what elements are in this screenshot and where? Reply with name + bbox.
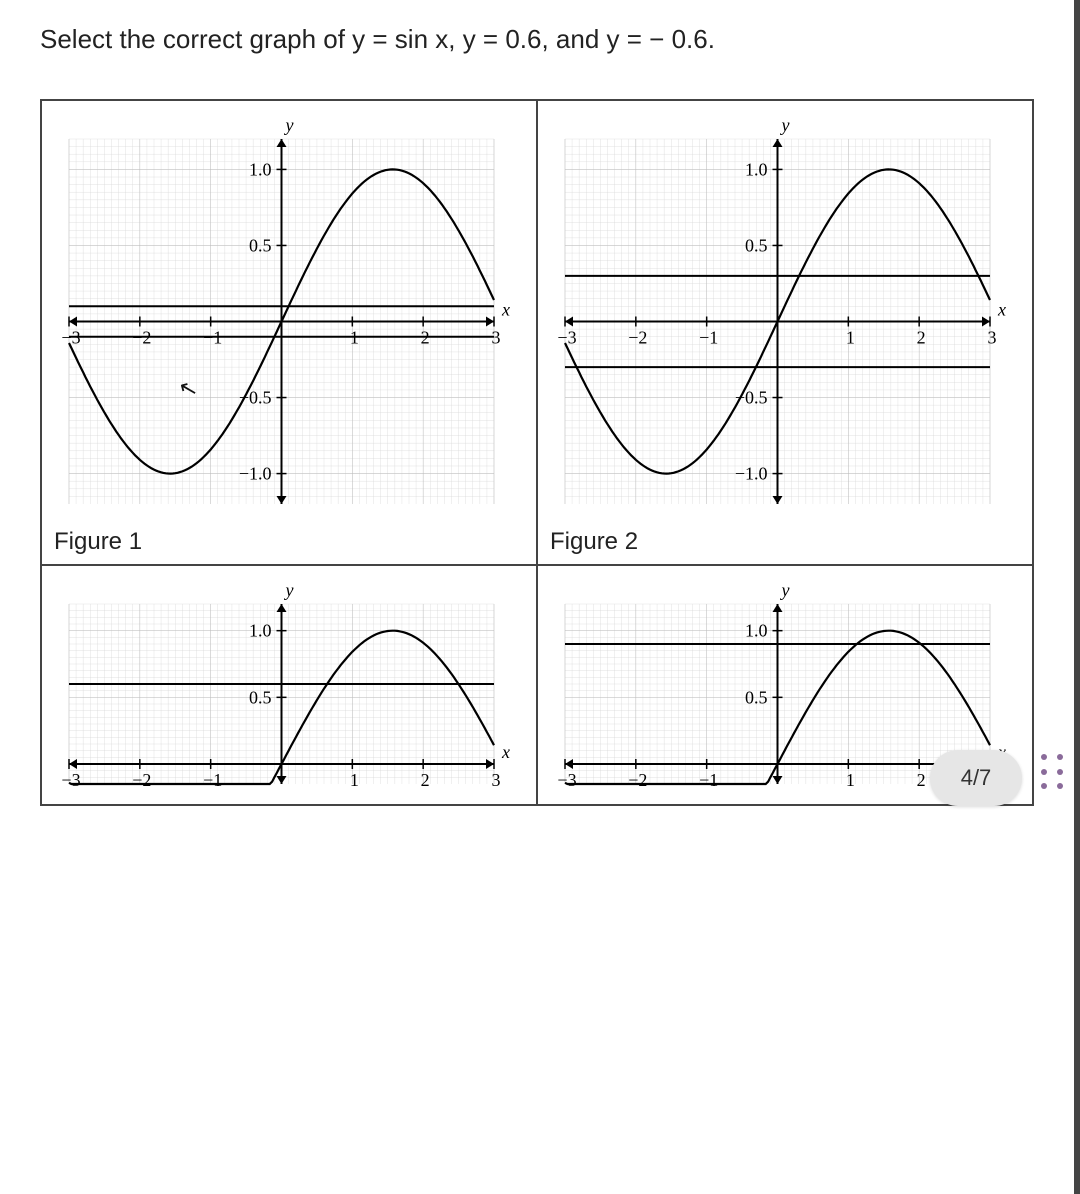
page-indicator-badge[interactable]: 4/7: [930, 750, 1022, 806]
svg-text:1: 1: [845, 770, 854, 790]
plot-wrap-3: −3 −2 −1 1 2 3 0.5 1.0 y x: [57, 576, 522, 796]
page-container: Select the correct graph of y = sin x, y…: [0, 0, 1080, 1194]
svg-text:2: 2: [420, 770, 429, 790]
svg-text:1: 1: [349, 328, 358, 348]
svg-text:x: x: [501, 742, 510, 762]
svg-text:1: 1: [349, 770, 358, 790]
svg-text:−0.5: −0.5: [238, 388, 271, 408]
svg-text:−3: −3: [557, 770, 576, 790]
svg-text:y: y: [779, 115, 789, 135]
svg-text:−1: −1: [699, 770, 718, 790]
svg-text:−2: −2: [628, 328, 647, 348]
svg-text:2: 2: [916, 770, 925, 790]
svg-text:0.5: 0.5: [745, 687, 768, 707]
svg-text:1: 1: [845, 328, 854, 348]
svg-text:−1: −1: [203, 770, 222, 790]
svg-text:−3: −3: [557, 328, 576, 348]
svg-text:−3: −3: [61, 770, 80, 790]
question-text: Select the correct graph of y = sin x, y…: [40, 24, 1034, 55]
svg-text:−1: −1: [699, 328, 718, 348]
svg-text:y: y: [283, 115, 293, 135]
svg-text:1.0: 1.0: [249, 621, 272, 641]
svg-text:3: 3: [987, 328, 996, 348]
figure-cell-2[interactable]: −3 −2 −1 1 2 3 −1.0 −0.5 0.5 1.0 y x Figure 2: [537, 100, 1033, 565]
svg-text:0.5: 0.5: [249, 687, 272, 707]
figure-caption-1: Figure 1: [54, 528, 142, 556]
plot-figure-2: −3 −2 −1 1 2 3 −1.0 −0.5 0.5 1.0 y x: [553, 111, 1018, 516]
svg-text:3: 3: [491, 328, 500, 348]
svg-text:−1: −1: [203, 328, 222, 348]
svg-text:x: x: [997, 300, 1006, 320]
svg-text:−1.0: −1.0: [238, 464, 271, 484]
plot-figure-1: −3 −2 −1 1 2 3 −1.0 −0.5 0.5 1.0 y x: [57, 111, 522, 516]
figure-cell-1[interactable]: −3−2−1123−1.0−0.50.51.0yx ↖ Figure 1: [41, 100, 537, 565]
svg-text:−2: −2: [628, 770, 647, 790]
svg-text:1.0: 1.0: [745, 621, 768, 641]
figure-caption-2: Figure 2: [550, 528, 638, 556]
svg-text:x: x: [501, 300, 510, 320]
svg-text:1.0: 1.0: [249, 159, 272, 179]
svg-text:0.5: 0.5: [745, 235, 768, 255]
svg-text:−0.5: −0.5: [734, 388, 767, 408]
svg-text:0.5: 0.5: [249, 235, 272, 255]
plot-wrap-1: −3−2−1123−1.0−0.50.51.0yx ↖: [57, 111, 522, 516]
svg-text:y: y: [283, 580, 293, 600]
plot-wrap-2: −3 −2 −1 1 2 3 −1.0 −0.5 0.5 1.0 y x: [553, 111, 1018, 516]
svg-text:1.0: 1.0: [745, 159, 768, 179]
svg-text:−3: −3: [61, 328, 80, 348]
svg-text:−1.0: −1.0: [734, 464, 767, 484]
svg-text:−2: −2: [132, 328, 151, 348]
more-options-icon[interactable]: [1038, 754, 1066, 794]
figure-cell-3[interactable]: −3 −2 −1 1 2 3 0.5 1.0 y x: [41, 565, 537, 805]
figure-grid: −3−2−1123−1.0−0.50.51.0yx ↖ Figure 1 −3−…: [40, 99, 1034, 806]
page-indicator-text: 4/7: [961, 765, 992, 791]
plot-figure-3: −3 −2 −1 1 2 3 0.5 1.0 y x: [57, 576, 522, 796]
svg-text:2: 2: [420, 328, 429, 348]
svg-text:−2: −2: [132, 770, 151, 790]
svg-text:3: 3: [491, 770, 500, 790]
svg-text:2: 2: [916, 328, 925, 348]
svg-text:y: y: [779, 580, 789, 600]
